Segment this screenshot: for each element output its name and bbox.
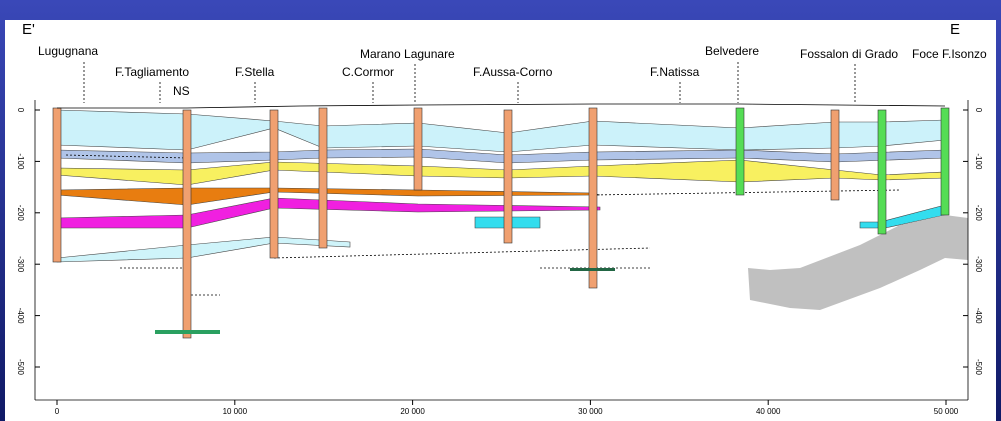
axes: [34, 100, 969, 401]
x-tick-label: 30 000: [578, 407, 603, 416]
y-tick-label: -300: [974, 256, 983, 273]
y-tick-label: -400: [974, 308, 983, 325]
y-tick-label: -100: [974, 153, 983, 170]
layers: [56, 109, 968, 310]
location: C.Cormor: [342, 65, 394, 79]
location: Belvedere: [705, 44, 759, 58]
y-tick-label: -100: [16, 153, 25, 170]
location: Marano Lagunare: [360, 47, 455, 61]
start-label: E': [22, 21, 35, 38]
location: F.Natissa: [650, 65, 700, 79]
x-tick-label: 50 000: [934, 407, 959, 416]
x-tick-label: 20 000: [400, 407, 425, 416]
dashed-correlations: [65, 154, 901, 296]
end-label: E: [950, 21, 960, 38]
location: F.Tagliamento: [115, 65, 189, 79]
y-tick-label: -200: [16, 205, 25, 222]
y-tick-label: -500: [16, 359, 25, 376]
ticks: 0 0 -100 -100 -200 -200 -300 -300 -400 -400 -500 -5…: [16, 108, 983, 416]
x-tick-label: 10 000: [223, 407, 248, 416]
location: F.Aussa-Corno: [473, 65, 553, 79]
location: Lugugnana: [38, 44, 98, 58]
y-tick-label: -500: [974, 359, 983, 376]
y-tick-label: -200: [974, 205, 983, 222]
location: Foce F.Isonzo: [912, 47, 987, 61]
location-labels: Lugugnana F.Tagliamento NS F.Stella C.Co…: [38, 44, 987, 98]
y-tick-label: -400: [16, 308, 25, 325]
boreholes: [52, 107, 950, 339]
x-tick-label: 40 000: [756, 407, 781, 416]
location: NS: [173, 84, 190, 98]
location: F.Stella: [235, 65, 275, 79]
y-tick-label: 0: [16, 108, 25, 113]
y-tick-label: 0: [974, 108, 983, 113]
location-leaders: [83, 62, 856, 103]
y-tick-label: -300: [16, 256, 25, 273]
x-tick-label: 0: [55, 407, 60, 416]
location: Fossalon di Grado: [800, 47, 898, 61]
